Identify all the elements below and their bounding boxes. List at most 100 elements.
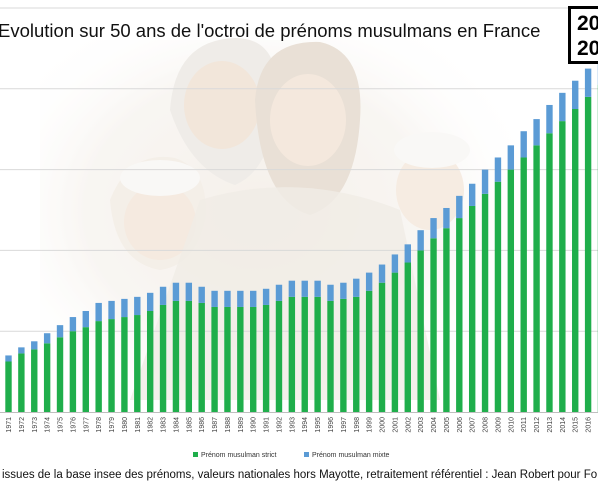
x-tick-label-1982: 1982 [148, 417, 155, 433]
bar-strict-1975 [56, 337, 64, 412]
x-tick-label-1994: 1994 [302, 417, 309, 433]
bar-strict-2008 [481, 193, 489, 412]
bar-strict-2014 [559, 121, 566, 413]
bar-strict-1988 [224, 306, 231, 412]
x-tick-label-1996: 1996 [328, 417, 335, 433]
x-tick-label-1988: 1988 [225, 417, 232, 433]
bar-strict-1971 [5, 361, 12, 412]
bar-strict-1977 [82, 327, 89, 412]
bar-strict-2010 [507, 169, 515, 412]
bar-strict-1981 [134, 315, 141, 412]
bar-strict-1983 [159, 304, 167, 412]
bar-mixte-2015 [572, 80, 579, 109]
badge-line-2: 20 [577, 37, 598, 60]
bar-mixte-1994 [301, 280, 308, 297]
bar-strict-1985 [185, 300, 193, 412]
chart-title: Evolution sur 50 ans de l'octroi de prén… [0, 20, 541, 41]
bar-strict-1982 [146, 311, 154, 412]
bar-strict-2004 [430, 238, 437, 412]
bar-strict-1997 [340, 298, 347, 412]
bar-strict-2007 [468, 205, 476, 412]
bar-mixte-1990 [250, 290, 257, 307]
x-tick-label-1993: 1993 [289, 417, 296, 433]
bar-mixte-2006 [456, 195, 463, 219]
bar-mixte-2001 [391, 254, 399, 273]
x-tick-label-1985: 1985 [186, 417, 193, 433]
legend-label-2: Prénom musulman mixte [312, 452, 390, 459]
legend-label-1: Prénom musulman strict [201, 452, 277, 459]
x-tick-label-1971: 1971 [6, 417, 13, 433]
bar-strict-1990 [250, 306, 257, 412]
x-tick-label-2001: 2001 [392, 417, 399, 433]
x-tick-label-1972: 1972 [19, 417, 26, 433]
bar-strict-2012 [533, 145, 540, 413]
x-tick-label-2016: 2016 [586, 417, 593, 433]
legend-swatch-1 [193, 452, 198, 457]
bar-mixte-1988 [224, 290, 231, 307]
bar-mixte-2011 [520, 131, 527, 158]
bar-mixte-2007 [468, 183, 476, 206]
x-tick-label-2009: 2009 [495, 417, 502, 433]
year-badge: 20 20 [568, 6, 598, 64]
bar-mixte-1980 [121, 298, 128, 318]
x-tick-label-1981: 1981 [135, 417, 142, 433]
x-tick-label-1978: 1978 [96, 417, 103, 433]
bar-mixte-1978 [95, 302, 102, 322]
x-tick-label-2010: 2010 [508, 417, 515, 433]
x-tick-label-2002: 2002 [405, 417, 412, 433]
bar-mixte-1976 [69, 317, 77, 332]
bar-mixte-1983 [159, 286, 167, 305]
bar-strict-1996 [327, 300, 334, 412]
source-note: issues de la base insee des prénoms, val… [2, 469, 598, 481]
bar-strict-1999 [365, 290, 373, 412]
bar-mixte-1989 [237, 290, 244, 307]
bar-mixte-1998 [353, 278, 360, 297]
bar-strict-1980 [121, 317, 128, 412]
x-tick-label-1976: 1976 [70, 417, 77, 433]
bar-mixte-1991 [262, 288, 270, 305]
bar-strict-1998 [353, 296, 360, 412]
legend-swatch-2 [304, 452, 309, 457]
bar-strict-1976 [69, 331, 77, 412]
bar-strict-1973 [31, 349, 38, 412]
bar-strict-2013 [546, 133, 553, 413]
bar-mixte-1973 [31, 341, 38, 350]
badge-line-1: 20 [577, 12, 598, 35]
bar-strict-2003 [417, 250, 424, 412]
bar-strict-1994 [301, 296, 308, 412]
bar-mixte-2010 [507, 145, 515, 170]
bar-mixte-1984 [172, 282, 180, 301]
bar-strict-2011 [520, 157, 527, 412]
bar-mixte-1975 [56, 325, 64, 338]
bar-strict-1993 [288, 296, 296, 412]
x-tick-label-1974: 1974 [45, 417, 52, 433]
x-tick-label-2008: 2008 [483, 417, 490, 433]
bar-mixte-1986 [198, 286, 205, 303]
bar-strict-1995 [314, 296, 321, 412]
bar-strict-1986 [198, 302, 205, 412]
bar-mixte-1972 [18, 347, 25, 354]
x-tick-label-1987: 1987 [212, 417, 219, 433]
bar-strict-2009 [494, 181, 502, 412]
bar-mixte-2004 [430, 218, 437, 239]
bar-strict-1992 [275, 300, 283, 412]
x-tick-label-2014: 2014 [560, 417, 567, 433]
bar-mixte-2016 [584, 68, 592, 97]
x-tick-label-1977: 1977 [83, 417, 90, 433]
x-tick-label-2004: 2004 [431, 417, 438, 433]
x-tick-label-2007: 2007 [470, 417, 477, 433]
bar-mixte-2012 [533, 119, 540, 146]
bar-mixte-2002 [404, 244, 411, 263]
bar-mixte-1995 [314, 280, 321, 297]
bar-strict-2005 [443, 228, 450, 412]
bar-mixte-2008 [481, 169, 489, 194]
bar-mixte-1993 [288, 280, 296, 297]
x-tick-label-1990: 1990 [251, 417, 258, 433]
bar-mixte-2005 [443, 207, 450, 229]
x-tick-label-1973: 1973 [32, 417, 39, 433]
bar-strict-1989 [237, 306, 244, 412]
x-tick-label-1980: 1980 [122, 417, 129, 433]
x-tick-label-2005: 2005 [444, 417, 451, 433]
